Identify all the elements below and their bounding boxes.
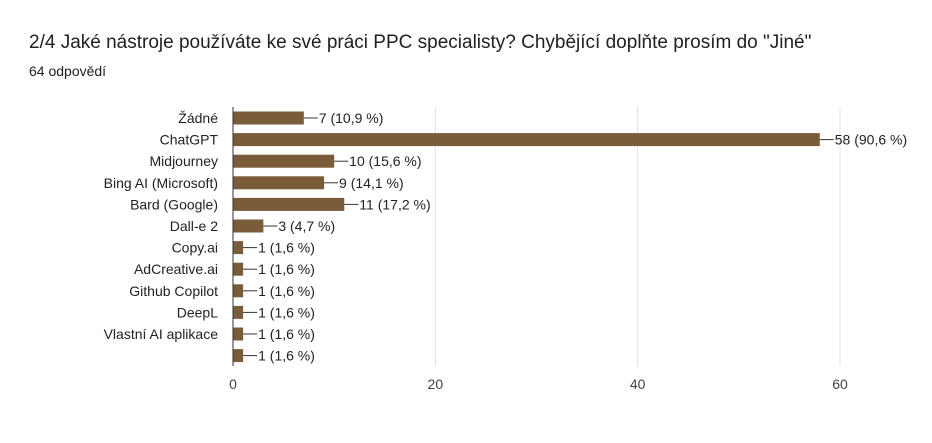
category-label: Bing AI (Microsoft) bbox=[104, 175, 218, 191]
bar bbox=[233, 284, 244, 298]
bar bbox=[233, 197, 345, 211]
bar bbox=[233, 219, 264, 233]
x-tick-label: 20 bbox=[428, 376, 444, 392]
value-label: 1 (1,6 %) bbox=[258, 283, 315, 299]
bar bbox=[233, 262, 244, 276]
bar bbox=[233, 176, 325, 190]
category-label: ChatGPT bbox=[160, 132, 219, 148]
category-label: Dall-e 2 bbox=[170, 218, 218, 234]
gridlines bbox=[434, 107, 841, 366]
value-label: 1 (1,6 %) bbox=[258, 348, 315, 364]
value-label: 3 (4,7 %) bbox=[278, 218, 335, 234]
labels: Žádné 7 (10,9 %) ChatGPT 58 (90,6 %) Midjour… bbox=[104, 110, 908, 364]
bar bbox=[233, 154, 335, 168]
value-label: 58 (90,6 %) bbox=[835, 132, 907, 148]
question-title: 2/4 Jaké nástroje používáte ke své práci… bbox=[29, 32, 812, 53]
bar bbox=[233, 327, 244, 341]
category-label: AdCreative.ai bbox=[134, 261, 218, 277]
value-label: 7 (10,9 %) bbox=[319, 110, 384, 126]
bar bbox=[233, 349, 244, 363]
value-label: 11 (17,2 %) bbox=[359, 196, 430, 212]
value-label: 1 (1,6 %) bbox=[258, 240, 315, 256]
value-label: 1 (1,6 %) bbox=[258, 261, 315, 277]
category-label: Copy.ai bbox=[172, 240, 218, 256]
bar bbox=[233, 133, 820, 147]
category-label: Žádné bbox=[178, 110, 218, 126]
category-label: Bard (Google) bbox=[130, 196, 218, 212]
bar bbox=[233, 111, 304, 125]
bars bbox=[233, 111, 820, 363]
response-count: 64 odpovědí bbox=[29, 63, 107, 79]
bar bbox=[233, 241, 244, 255]
value-label: 10 (15,6 %) bbox=[349, 153, 421, 169]
x-axis-ticks: 0 20 40 60 bbox=[229, 376, 848, 392]
value-label: 9 (14,1 %) bbox=[339, 175, 404, 191]
x-tick-label: 0 bbox=[229, 376, 237, 392]
x-tick-label: 60 bbox=[832, 376, 848, 392]
category-label: Midjourney bbox=[150, 153, 218, 169]
category-label: DeepL bbox=[177, 304, 218, 320]
bar bbox=[233, 305, 244, 319]
value-label: 1 (1,6 %) bbox=[258, 304, 315, 320]
category-label: Vlastní AI aplikace bbox=[104, 326, 219, 342]
x-tick-label: 40 bbox=[630, 376, 646, 392]
category-label: Github Copilot bbox=[129, 283, 218, 299]
value-label: 1 (1,6 %) bbox=[258, 326, 315, 342]
